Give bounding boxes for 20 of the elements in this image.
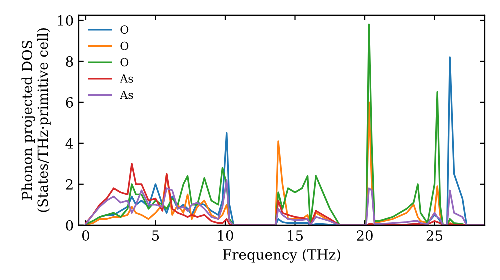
- legend-label: As: [120, 74, 134, 83]
- line-series: [85, 179, 484, 226]
- x-tick-label: 5: [152, 230, 160, 242]
- legend-label: O: [120, 26, 129, 34]
- legend-label: O: [120, 42, 129, 50]
- y-tick-label: 4: [66, 138, 74, 149]
- x-tick-label: 25: [426, 230, 443, 242]
- y-tick-label: 6: [66, 97, 74, 108]
- y-axis-title: Phonon projected DOS (States/THz·primitive cell): [22, 28, 51, 212]
- y-tick-label: 10: [58, 15, 74, 26]
- legend-label: As: [120, 90, 134, 100]
- y-tick-label: 2: [66, 179, 73, 190]
- x-tick-label: 15: [288, 230, 304, 242]
- y-tick-label: 0: [66, 220, 74, 231]
- x-tick-label: 20: [357, 230, 373, 242]
- x-tick-label: 0: [82, 230, 90, 242]
- x-tick-label: 10: [218, 230, 234, 242]
- legend-label: O: [120, 58, 129, 67]
- y-tick-label: 8: [66, 56, 74, 67]
- x-axis-title: Frequency (THz): [223, 249, 340, 263]
